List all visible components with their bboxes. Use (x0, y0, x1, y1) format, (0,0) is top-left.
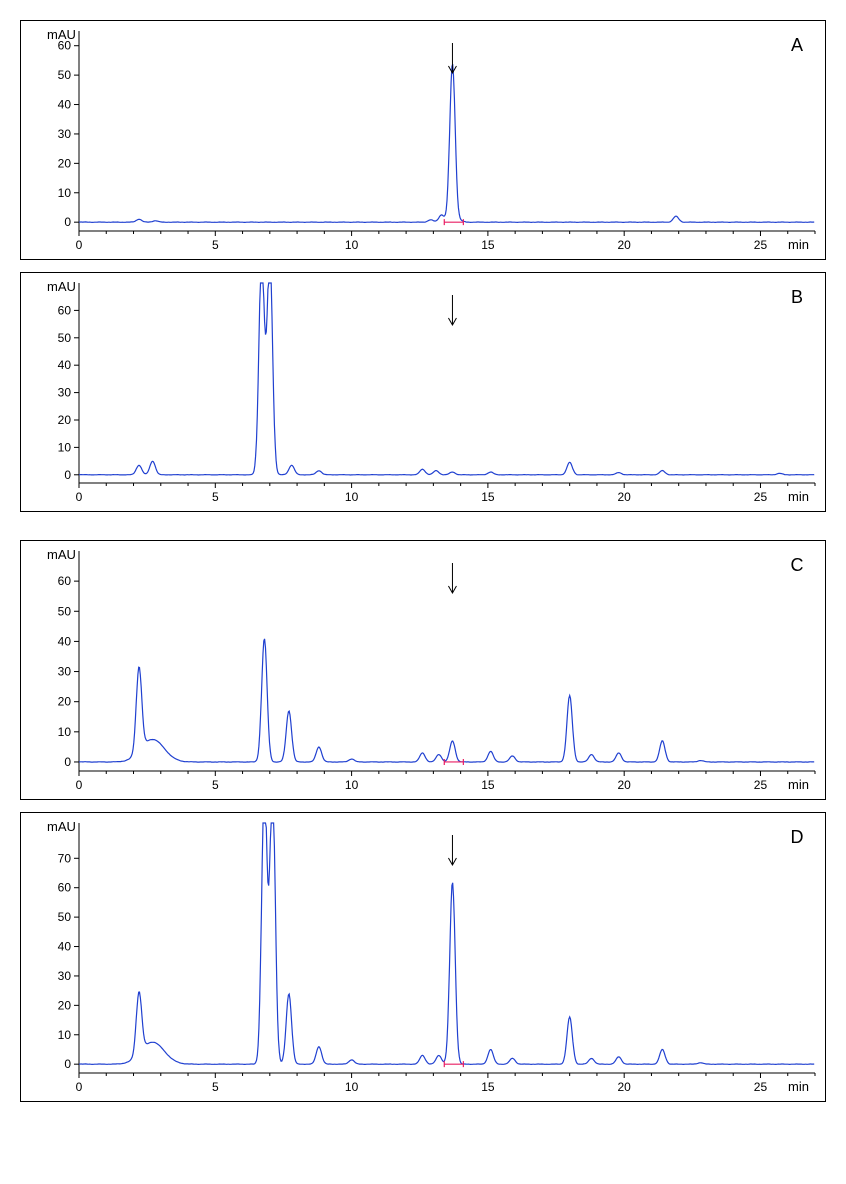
svg-text:20: 20 (58, 695, 72, 709)
svg-text:20: 20 (58, 156, 72, 170)
svg-text:50: 50 (58, 604, 72, 618)
svg-text:40: 40 (58, 634, 72, 648)
svg-text:0: 0 (76, 1080, 83, 1094)
svg-text:0: 0 (64, 755, 71, 769)
svg-text:30: 30 (58, 386, 72, 400)
svg-text:10: 10 (58, 725, 72, 739)
chromatogram-trace (79, 64, 814, 222)
panel-label: C (791, 555, 804, 575)
panel-b: 0 10 20 30 40 50 60 0 5 10 15 20 25 mAU min B (20, 272, 826, 512)
svg-text:0: 0 (64, 215, 71, 229)
panel-d: 0 10 20 30 40 50 60 70 0 5 10 15 20 25 mAU min D (20, 812, 826, 1102)
svg-text:10: 10 (58, 186, 72, 200)
svg-text:50: 50 (58, 68, 72, 82)
svg-text:5: 5 (212, 238, 219, 252)
svg-text:0: 0 (76, 490, 83, 504)
svg-text:20: 20 (618, 1080, 632, 1094)
x-axis-label: min (788, 777, 809, 792)
svg-text:0: 0 (64, 1057, 71, 1071)
svg-text:20: 20 (618, 238, 632, 252)
y-axis-label: mAU (47, 279, 76, 294)
svg-text:15: 15 (481, 238, 495, 252)
svg-text:10: 10 (345, 778, 359, 792)
arrow-indicator (448, 563, 456, 593)
x-axis-label: min (788, 237, 809, 252)
svg-text:25: 25 (754, 238, 768, 252)
svg-text:50: 50 (58, 331, 72, 345)
svg-text:40: 40 (58, 358, 72, 372)
svg-text:15: 15 (481, 778, 495, 792)
svg-text:0: 0 (64, 468, 71, 482)
panel-label: D (791, 827, 804, 847)
svg-text:60: 60 (58, 574, 72, 588)
x-axis-label: min (788, 489, 809, 504)
svg-text:60: 60 (58, 881, 72, 895)
panel-label: B (791, 287, 803, 307)
y-axis-label: mAU (47, 27, 76, 42)
svg-text:10: 10 (345, 238, 359, 252)
panel-label: A (791, 35, 803, 55)
svg-text:25: 25 (754, 490, 768, 504)
x-axis-label: min (788, 1079, 809, 1094)
svg-text:40: 40 (58, 98, 72, 112)
svg-text:0: 0 (76, 778, 83, 792)
svg-text:60: 60 (58, 303, 72, 317)
svg-text:25: 25 (754, 778, 768, 792)
svg-text:50: 50 (58, 910, 72, 924)
svg-text:10: 10 (345, 1080, 359, 1094)
chromatogram-stack: 01020304050600510152025mAUminA 010203040… (20, 20, 826, 1102)
integration-marker (444, 219, 463, 225)
arrow-indicator (448, 43, 456, 73)
svg-text:15: 15 (481, 490, 495, 504)
chromatogram-trace (79, 639, 814, 762)
y-axis-label: mAU (47, 819, 76, 834)
arrow-indicator (448, 835, 456, 865)
svg-text:10: 10 (58, 1028, 72, 1042)
svg-text:10: 10 (345, 490, 359, 504)
svg-text:20: 20 (58, 413, 72, 427)
svg-text:30: 30 (58, 969, 72, 983)
svg-text:20: 20 (618, 490, 632, 504)
svg-text:5: 5 (212, 1080, 219, 1094)
svg-text:40: 40 (58, 940, 72, 954)
arrow-indicator (448, 295, 456, 325)
svg-text:5: 5 (212, 778, 219, 792)
svg-text:25: 25 (754, 1080, 768, 1094)
y-axis-label: mAU (47, 547, 76, 562)
svg-text:0: 0 (76, 238, 83, 252)
svg-text:70: 70 (58, 851, 72, 865)
panel-c: 0 10 20 30 40 50 60 0 5 10 15 20 25 mAU min C (20, 540, 826, 800)
svg-text:10: 10 (58, 440, 72, 454)
svg-text:30: 30 (58, 665, 72, 679)
svg-text:20: 20 (618, 778, 632, 792)
svg-text:15: 15 (481, 1080, 495, 1094)
panel-a: 01020304050600510152025mAUminA (20, 20, 826, 260)
chromatogram-trace (79, 823, 814, 1064)
svg-text:30: 30 (58, 127, 72, 141)
svg-text:5: 5 (212, 490, 219, 504)
chromatogram-trace (79, 283, 814, 475)
svg-text:20: 20 (58, 998, 72, 1012)
